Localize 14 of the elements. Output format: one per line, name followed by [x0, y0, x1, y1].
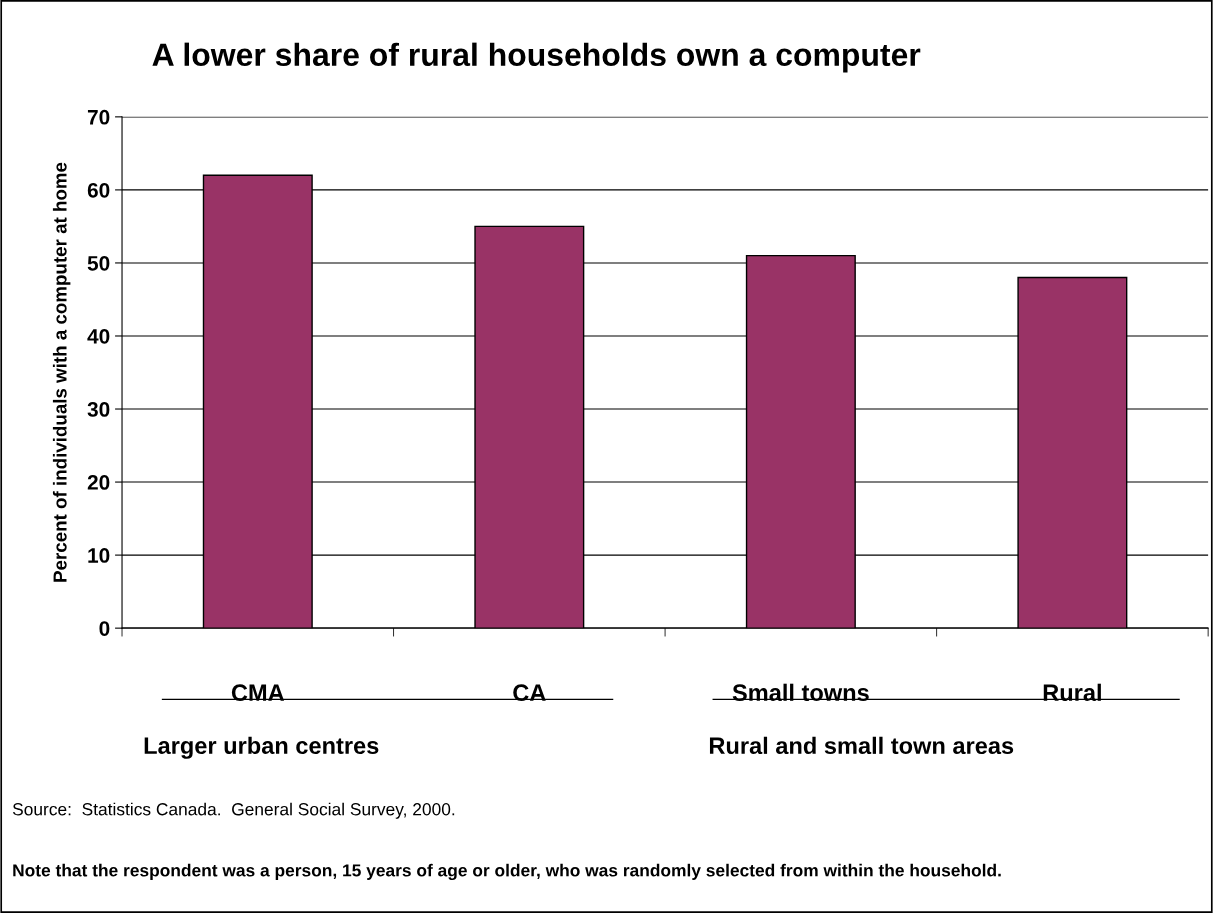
y-tick-label: 70 — [87, 109, 110, 125]
text: Note that the respondent was a person, 15 years of age or older, who was randomly selected from within the household. — [13, 863, 1001, 881]
y-tick-label: 40 — [87, 328, 110, 344]
y-tick-label: 30 — [87, 402, 110, 417]
chart-title: A lower share of rural households own a computer — [152, 42, 921, 73]
source-note: Source: Statistics Canada. General Social Survey, 2000. — [12, 802, 455, 819]
text: Larger urban centres — [144, 736, 379, 759]
y-tick-label: 10 — [88, 548, 110, 563]
y-tick-label: 60 — [87, 182, 110, 198]
y-tick-label: 20 — [87, 475, 110, 490]
y-tick-label: 50 — [87, 255, 110, 271]
y-tick-label: 0 — [99, 621, 110, 636]
y-axis-title: Percent of individuals with a computer at home — [52, 162, 71, 582]
text: Rural and small town areas — [709, 736, 1014, 755]
